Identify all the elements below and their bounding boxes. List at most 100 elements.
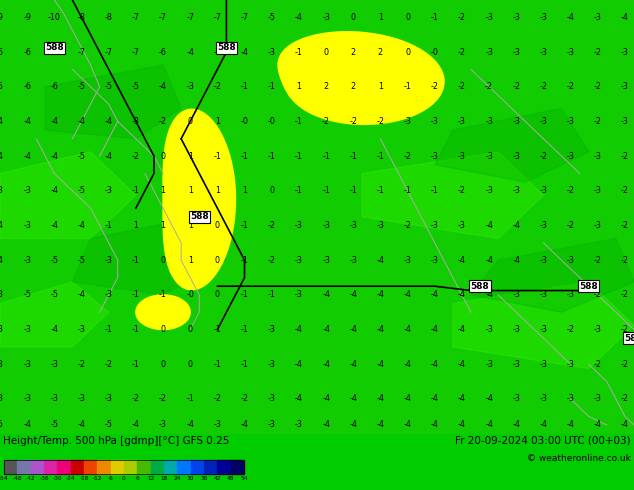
- Text: -3: -3: [295, 420, 303, 429]
- Text: -4: -4: [485, 221, 493, 230]
- Text: -4: -4: [322, 420, 330, 429]
- Text: -4: -4: [431, 291, 439, 299]
- Text: -1: -1: [241, 151, 249, 161]
- Text: -1: -1: [241, 82, 249, 91]
- Text: -3: -3: [485, 13, 493, 22]
- Text: -3: -3: [431, 256, 439, 265]
- Text: -4: -4: [431, 394, 439, 403]
- Text: -2: -2: [485, 82, 493, 91]
- Bar: [98, 460, 111, 474]
- Text: -3: -3: [268, 360, 276, 369]
- Text: -3: -3: [540, 186, 547, 196]
- Text: -5: -5: [50, 256, 58, 265]
- Text: -2: -2: [458, 48, 466, 56]
- Text: -6: -6: [108, 476, 113, 481]
- Text: -3: -3: [567, 394, 574, 403]
- Text: -7: -7: [77, 48, 86, 56]
- Bar: [217, 460, 231, 474]
- Text: -5: -5: [0, 420, 4, 429]
- Polygon shape: [72, 217, 226, 295]
- Bar: [17, 460, 30, 474]
- Text: -3: -3: [485, 117, 493, 126]
- Text: -4: -4: [295, 360, 303, 369]
- Text: -1: -1: [241, 291, 249, 299]
- Text: -2: -2: [430, 82, 439, 91]
- Text: -5: -5: [105, 82, 113, 91]
- Text: -2: -2: [458, 186, 466, 196]
- Text: 0: 0: [269, 186, 275, 196]
- Text: -24: -24: [66, 476, 75, 481]
- Text: -3: -3: [512, 117, 520, 126]
- Text: -7: -7: [105, 48, 113, 56]
- Text: -3: -3: [77, 394, 86, 403]
- Text: -3: -3: [512, 13, 520, 22]
- Text: -3: -3: [268, 394, 276, 403]
- Text: -1: -1: [295, 151, 303, 161]
- Bar: [57, 460, 70, 474]
- Text: -4: -4: [404, 420, 411, 429]
- Text: -2: -2: [540, 82, 547, 91]
- Text: -2: -2: [159, 394, 167, 403]
- Text: -4: -4: [458, 325, 466, 334]
- Bar: [4, 460, 17, 474]
- Bar: [204, 460, 217, 474]
- Text: -1: -1: [431, 186, 439, 196]
- Text: -3: -3: [567, 48, 574, 56]
- Text: -4: -4: [322, 360, 330, 369]
- Text: -3: -3: [404, 117, 411, 126]
- Bar: [178, 460, 191, 474]
- Text: -4: -4: [458, 394, 466, 403]
- Text: -1: -1: [105, 325, 113, 334]
- Text: -0: -0: [241, 117, 249, 126]
- Text: -3: -3: [621, 48, 629, 56]
- Text: -3: -3: [540, 360, 547, 369]
- Text: 0: 0: [188, 360, 193, 369]
- Polygon shape: [0, 282, 108, 347]
- Text: -4: -4: [377, 325, 384, 334]
- Text: -4: -4: [0, 256, 4, 265]
- Text: -4: -4: [540, 420, 547, 429]
- Bar: [4, 460, 244, 474]
- Text: -54: -54: [0, 476, 9, 481]
- Text: -4: -4: [51, 117, 58, 126]
- Text: -1: -1: [159, 291, 167, 299]
- Text: -4: -4: [0, 117, 4, 126]
- Text: -4: -4: [51, 325, 58, 334]
- Bar: [84, 460, 98, 474]
- Text: -2: -2: [621, 151, 629, 161]
- Text: 0: 0: [122, 476, 126, 481]
- Text: 584: 584: [624, 334, 634, 343]
- Text: -3: -3: [567, 151, 574, 161]
- Polygon shape: [453, 282, 634, 368]
- Text: -3: -3: [512, 394, 520, 403]
- Text: -6: -6: [23, 82, 31, 91]
- Text: -3: -3: [540, 291, 547, 299]
- Text: -1: -1: [241, 325, 249, 334]
- Text: -3: -3: [594, 186, 602, 196]
- Text: -4: -4: [241, 420, 249, 429]
- Text: -4: -4: [322, 394, 330, 403]
- Text: -4: -4: [77, 221, 86, 230]
- Bar: [151, 460, 164, 474]
- Text: -2: -2: [214, 82, 221, 91]
- Text: 588: 588: [45, 43, 64, 52]
- Text: -4: -4: [485, 291, 493, 299]
- Text: -8: -8: [105, 13, 113, 22]
- Text: -5: -5: [132, 82, 140, 91]
- Text: -5: -5: [105, 420, 113, 429]
- Polygon shape: [362, 152, 543, 239]
- Text: -3: -3: [540, 13, 547, 22]
- Text: -4: -4: [0, 151, 4, 161]
- Text: -3: -3: [0, 186, 4, 196]
- Text: -1: -1: [322, 186, 330, 196]
- Text: -4: -4: [485, 420, 493, 429]
- Text: 1: 1: [188, 221, 193, 230]
- Text: -3: -3: [594, 394, 602, 403]
- Text: -2: -2: [540, 151, 547, 161]
- Text: 1: 1: [133, 221, 138, 230]
- Bar: [111, 460, 124, 474]
- Text: -4: -4: [159, 82, 167, 91]
- Text: -5: -5: [77, 82, 86, 91]
- Text: -3: -3: [377, 221, 384, 230]
- Text: 1: 1: [215, 186, 220, 196]
